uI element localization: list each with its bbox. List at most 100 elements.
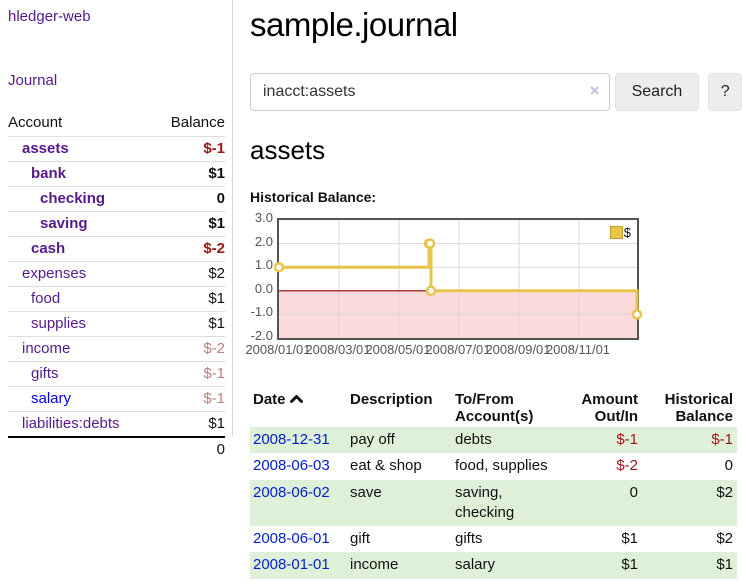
account-link[interactable]: assets <box>22 140 69 157</box>
transaction-description: save <box>347 479 452 526</box>
account-balance: $1 <box>154 161 225 187</box>
account-link[interactable]: income <box>22 340 71 357</box>
chart-canvas <box>273 220 643 338</box>
account-row: expenses $2 <box>8 261 225 287</box>
account-balance: $1 <box>154 311 225 337</box>
accounts-table: Account Balance assets $-1 bank $1 checking 0… <box>8 110 225 462</box>
x-tick-label: 2008/11/01 <box>545 342 611 357</box>
transaction-description: gift <box>350 530 371 547</box>
help-button[interactable]: ? <box>708 73 742 111</box>
account-link[interactable]: saving <box>40 215 88 232</box>
transaction-description: eat & shop <box>350 457 422 475</box>
transaction-balance: $2 <box>642 479 737 526</box>
transaction-balance: 0 <box>724 457 733 475</box>
account-link[interactable]: bank <box>31 165 67 182</box>
chart-plot-area: $ <box>273 218 643 340</box>
transaction-date-link[interactable]: 2008-01-01 <box>253 556 330 574</box>
clear-search-icon[interactable]: × <box>589 81 600 100</box>
register-header-description[interactable]: Description <box>350 391 433 408</box>
account-balance: $-1 <box>154 386 225 412</box>
register-header-amount[interactable]: Amount Out/In <box>581 391 638 425</box>
y-tick-label: 2.0 <box>254 233 273 249</box>
transaction-description: income <box>347 552 452 579</box>
register-header-balance[interactable]: Historical Balance <box>664 391 733 425</box>
historical-balance-chart: 3.0 2.0 1.0 0.0 -1.0 -2.0 $ 2008/01/01 2008/03… <box>241 210 742 363</box>
transaction-amount: $1 <box>621 530 638 547</box>
y-tick-label: 3.0 <box>254 210 273 225</box>
transaction-amount: $-2 <box>616 457 638 475</box>
account-row: checking 0 <box>8 186 225 212</box>
app-brand: hledger-web <box>8 8 225 26</box>
account-balance: $-1 <box>154 361 225 387</box>
transaction-date-link[interactable]: 2008-06-02 <box>253 483 330 501</box>
transaction-accounts: food, supplies <box>455 457 548 475</box>
chart-title: Historical Balance: <box>250 189 377 205</box>
sidebar-item-journal[interactable]: Journal <box>8 72 58 89</box>
account-balance: $1 <box>154 211 225 237</box>
transaction-row[interactable]: 2008-12-31 pay off debts $-1 $-1 <box>250 427 737 454</box>
x-tick-label: 2008/09/01 <box>485 342 551 357</box>
search-form: × Search ? <box>250 73 742 111</box>
transaction-description: pay off <box>347 427 452 454</box>
account-row: supplies $1 <box>8 311 225 337</box>
account-balance: $-1 <box>154 136 225 162</box>
main-content: sample.journal × Search ? assets Histori… <box>245 0 742 579</box>
search-input[interactable] <box>250 73 610 111</box>
transaction-row[interactable]: 2008-01-01 income salary $1 $1 <box>250 552 737 579</box>
transaction-amount: $-1 <box>554 427 642 454</box>
account-row: gifts $-1 <box>8 361 225 387</box>
search-input-wrap: × <box>250 73 610 111</box>
account-row: salary $-1 <box>8 386 225 412</box>
accounts-table-body: assets $-1 bank $1 checking 0 saving $1 cash $-2 e… <box>8 136 225 462</box>
transaction-date-link[interactable]: 2008-06-03 <box>253 457 330 475</box>
transaction-amount: 0 <box>554 479 642 526</box>
sidebar: hledger-web Journal Account Balance asse… <box>0 0 233 462</box>
account-link[interactable]: salary <box>31 390 72 407</box>
transaction-row[interactable]: 2008-06-01 gift gifts $1 $2 <box>250 526 737 552</box>
y-tick-label: 0.0 <box>254 280 273 296</box>
account-link[interactable]: food <box>31 290 61 307</box>
account-link[interactable]: checking <box>40 190 106 207</box>
register-header-accounts[interactable]: To/From Account(s) <box>455 391 534 425</box>
account-row: assets $-1 <box>8 136 225 162</box>
account-balance: $2 <box>154 261 225 287</box>
chart-legend: $ <box>609 225 631 240</box>
account-balance: $-2 <box>154 236 225 262</box>
transaction-balance: $-1 <box>642 427 737 454</box>
transaction-accounts: debts <box>452 427 554 454</box>
legend-swatch <box>609 226 623 239</box>
account-link[interactable]: liabilities:debts <box>22 415 120 432</box>
accounts-total: 0 <box>154 436 225 462</box>
x-tick-label: 2008/05/01 <box>365 342 431 357</box>
account-row: food $1 <box>8 286 225 312</box>
register-header-date[interactable]: Date <box>250 389 347 427</box>
account-link[interactable]: expenses <box>22 265 87 282</box>
transaction-row[interactable]: 2008-06-03 eat & shop food, supplies $-2 0 <box>250 453 737 479</box>
transaction-accounts: gifts <box>455 530 483 547</box>
page-title: sample.journal <box>250 6 458 43</box>
account-link[interactable]: supplies <box>31 315 87 332</box>
account-balance: $1 <box>154 286 225 312</box>
app-brand-link[interactable]: hledger-web <box>8 8 91 25</box>
account-balance: $1 <box>154 411 225 437</box>
account-balance: $-2 <box>154 336 225 362</box>
x-tick-label: 2008/03/01 <box>305 342 371 357</box>
account-row: bank $1 <box>8 161 225 187</box>
accounts-header-balance: Balance <box>170 114 225 131</box>
transaction-accounts: salary <box>452 552 554 579</box>
x-tick-label: 2008/01/01 <box>245 342 311 357</box>
account-link[interactable]: gifts <box>31 365 59 382</box>
search-button[interactable]: Search <box>614 73 700 111</box>
transaction-accounts: saving, checking <box>452 479 554 526</box>
transaction-balance: $2 <box>716 530 733 547</box>
legend-label: $ <box>623 225 631 240</box>
account-link[interactable]: cash <box>31 240 66 257</box>
account-row: saving $1 <box>8 211 225 237</box>
transaction-row[interactable]: 2008-06-02 save saving, checking 0 $2 <box>250 479 737 526</box>
y-tick-label: -2.0 <box>250 328 273 343</box>
transaction-date-link[interactable]: 2008-06-01 <box>253 530 330 547</box>
accounts-header-account: Account <box>8 114 63 131</box>
y-tick-label: 1.0 <box>254 257 273 273</box>
transaction-date-link[interactable]: 2008-12-31 <box>253 431 330 448</box>
accounts-total-row: 0 <box>8 436 225 462</box>
